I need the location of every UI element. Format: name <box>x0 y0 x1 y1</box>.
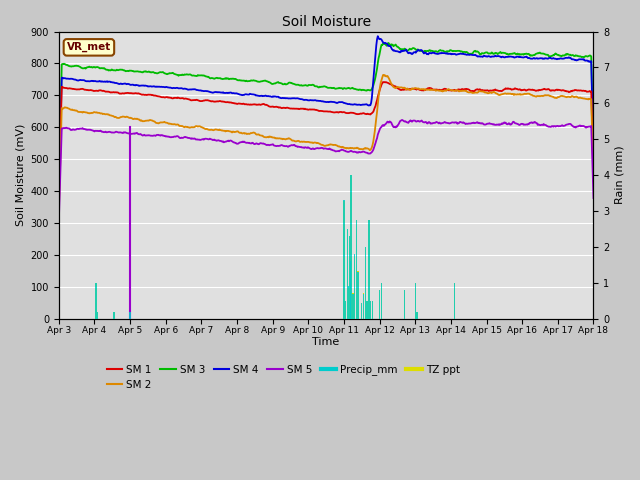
Bar <box>368 220 370 319</box>
Bar <box>356 220 357 319</box>
Legend: SM 1, SM 2, SM 3, SM 4, SM 5, Precip_mm, TZ ppt: SM 1, SM 2, SM 3, SM 4, SM 5, Precip_mm,… <box>102 360 464 394</box>
Bar <box>454 283 455 319</box>
Bar <box>404 290 405 319</box>
Bar <box>95 283 97 319</box>
Bar <box>358 271 359 319</box>
Bar <box>365 247 366 319</box>
Bar <box>343 200 345 319</box>
Bar <box>368 220 370 319</box>
Bar <box>381 283 382 319</box>
Bar <box>358 272 359 319</box>
Bar <box>129 312 131 319</box>
Bar <box>372 301 373 319</box>
Bar <box>404 290 405 319</box>
Bar <box>347 229 348 319</box>
Y-axis label: Rain (mm): Rain (mm) <box>615 146 625 204</box>
Bar <box>370 301 371 319</box>
Bar <box>348 287 349 319</box>
Bar <box>349 236 350 319</box>
Bar <box>113 312 115 319</box>
Bar <box>415 283 416 319</box>
Bar <box>345 301 346 319</box>
Bar <box>349 261 351 319</box>
Bar <box>361 303 362 319</box>
Bar <box>367 301 368 319</box>
Y-axis label: Soil Moisture (mV): Soil Moisture (mV) <box>15 124 25 227</box>
Bar <box>365 247 366 319</box>
Bar <box>363 294 364 319</box>
Bar <box>347 229 348 319</box>
Bar <box>348 287 349 319</box>
Bar <box>356 220 357 319</box>
Bar <box>354 254 355 319</box>
Bar <box>129 312 131 319</box>
Bar <box>416 312 418 319</box>
Text: VR_met: VR_met <box>67 42 111 52</box>
Bar <box>370 301 371 319</box>
Bar <box>416 312 418 319</box>
Bar <box>95 283 97 319</box>
Bar <box>350 175 352 319</box>
Bar <box>350 175 352 319</box>
Bar <box>343 201 345 319</box>
Bar <box>379 290 380 319</box>
Bar <box>113 312 115 319</box>
Title: Soil Moisture: Soil Moisture <box>282 15 371 29</box>
Bar <box>97 312 98 319</box>
Bar <box>367 301 368 319</box>
Bar <box>97 312 98 319</box>
Bar <box>349 236 350 319</box>
Bar <box>363 293 364 319</box>
Bar <box>352 293 353 319</box>
Bar <box>372 301 373 319</box>
X-axis label: Time: Time <box>312 337 340 347</box>
Bar <box>415 283 416 319</box>
Bar <box>352 294 353 319</box>
Bar <box>345 301 346 319</box>
Bar <box>454 283 455 319</box>
Bar <box>361 302 362 319</box>
Bar <box>349 261 351 319</box>
Bar <box>354 255 355 319</box>
Bar <box>381 283 382 319</box>
Bar <box>379 290 380 319</box>
